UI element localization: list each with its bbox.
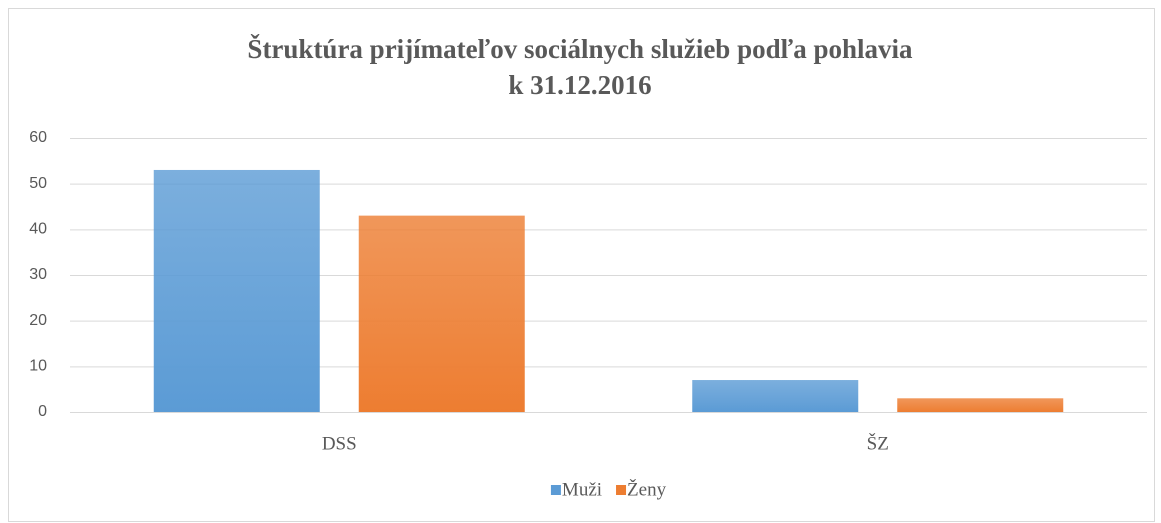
y-tick-label: 0: [38, 403, 47, 420]
x-tick-label: DSS: [322, 433, 357, 454]
bar: [153, 169, 320, 412]
y-tick-label: 10: [29, 358, 47, 375]
chart-subtitle: k 31.12.2016: [508, 70, 651, 100]
y-tick-label: 50: [29, 175, 47, 192]
legend-swatch: [550, 485, 561, 495]
legend-label: Ženy: [627, 478, 667, 500]
x-tick-label: ŠZ: [867, 432, 889, 454]
chart-title: Štruktúra prijímateľov sociálnych služie…: [247, 34, 913, 64]
y-tick-label: 40: [29, 221, 47, 238]
y-tick-label: 30: [29, 266, 47, 283]
y-tick-label: 20: [29, 312, 47, 329]
y-tick-label: 60: [29, 129, 47, 146]
bar: [897, 398, 1064, 412]
legend-label: Muži: [562, 479, 602, 500]
legend-swatch: [616, 485, 627, 495]
legend: Muži Ženy: [550, 478, 667, 500]
bar: [358, 215, 525, 412]
bar: [692, 380, 859, 412]
